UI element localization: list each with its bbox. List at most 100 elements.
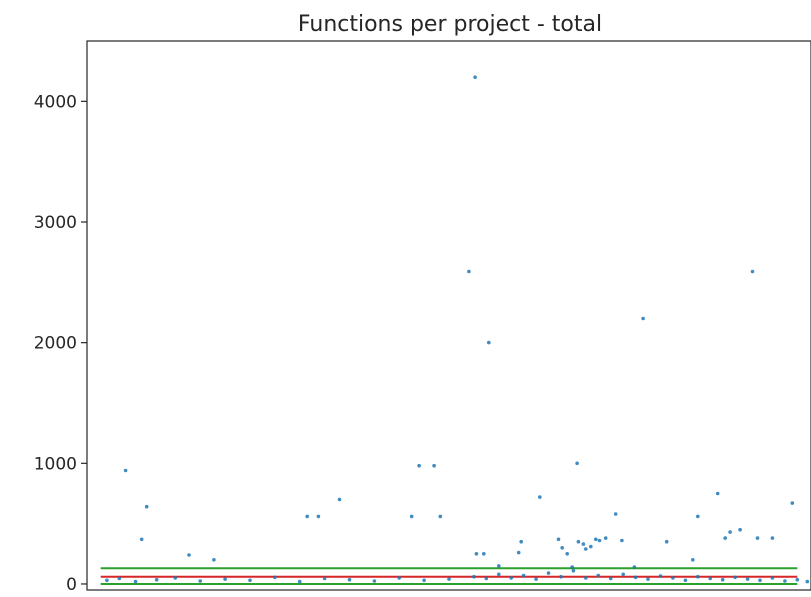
y-tick-label: 0 (66, 575, 77, 595)
data-point (795, 577, 800, 582)
data-point (546, 571, 551, 575)
data-point (646, 577, 650, 581)
data-point (594, 537, 598, 542)
data-point (139, 537, 144, 542)
data-point (745, 577, 750, 581)
data-point (473, 75, 477, 79)
data-point (633, 575, 638, 580)
data-point (750, 269, 755, 274)
data-point (316, 514, 321, 519)
data-point (758, 578, 762, 583)
data-point (755, 536, 760, 540)
data-point (608, 576, 613, 581)
data-point (632, 565, 637, 569)
data-point (691, 558, 695, 562)
y-axis: 0 1000 2000 3000 4000 (34, 92, 87, 595)
data-point (322, 576, 327, 581)
data-point (723, 536, 727, 540)
data-point (715, 491, 720, 496)
data-point (621, 572, 625, 577)
data-point (696, 574, 700, 579)
data-point (613, 512, 618, 516)
data-point (105, 578, 109, 583)
data-point (397, 576, 402, 580)
data-point (432, 463, 436, 468)
data-point (641, 316, 645, 321)
chart-title: Functions per project - total (298, 12, 602, 37)
data-point (487, 340, 491, 345)
data-point (337, 497, 342, 502)
data-point (664, 539, 669, 544)
data-point (738, 527, 742, 532)
data-points (105, 75, 810, 584)
data-point (696, 514, 700, 519)
data-point (417, 463, 421, 468)
data-point (589, 544, 593, 549)
y-tick-label: 2000 (34, 334, 77, 354)
data-point (144, 504, 149, 509)
data-point (409, 514, 414, 519)
data-point (223, 577, 227, 581)
data-point (422, 578, 426, 583)
data-point (571, 568, 576, 573)
data-point (620, 538, 624, 543)
data-point (509, 576, 513, 580)
data-point (556, 537, 561, 542)
data-point (597, 538, 602, 543)
data-point (658, 574, 663, 578)
data-point (212, 558, 216, 562)
data-point (467, 269, 471, 274)
data-point (497, 572, 501, 577)
data-point (154, 577, 159, 582)
data-point (683, 578, 688, 583)
data-point (347, 577, 352, 582)
data-point (584, 576, 588, 580)
data-point (133, 579, 138, 584)
data-point (474, 552, 479, 556)
data-point (560, 546, 564, 550)
data-point (671, 576, 675, 580)
data-point (559, 574, 563, 579)
data-point (123, 468, 128, 473)
data-point (248, 578, 252, 583)
data-point (728, 530, 732, 534)
data-point (603, 536, 608, 540)
data-point (565, 552, 569, 556)
data-point (790, 501, 795, 505)
data-point (805, 579, 810, 584)
data-point (472, 574, 476, 579)
data-point (447, 577, 451, 581)
data-point (372, 579, 377, 583)
y-tick-label: 3000 (34, 213, 77, 233)
data-point (173, 576, 178, 580)
data-point (117, 576, 122, 581)
data-point (570, 565, 574, 569)
data-point (708, 576, 712, 581)
data-point (770, 536, 775, 540)
data-point (519, 539, 523, 544)
data-point (534, 577, 538, 581)
data-point (576, 539, 581, 544)
data-point (521, 573, 526, 578)
data-point (584, 547, 588, 551)
data-point (305, 514, 310, 519)
data-point (581, 542, 586, 546)
data-point (596, 573, 601, 578)
data-point (575, 461, 579, 466)
data-point (198, 579, 202, 583)
data-point (516, 550, 521, 555)
data-point (438, 514, 443, 519)
data-point (733, 575, 737, 580)
data-point (484, 576, 489, 581)
data-point (273, 575, 277, 580)
data-point (770, 576, 775, 580)
data-point (783, 579, 787, 583)
data-point (538, 495, 542, 499)
data-point (187, 553, 191, 557)
y-tick-label: 4000 (34, 92, 77, 112)
data-point (297, 579, 302, 584)
data-point (497, 564, 501, 568)
y-tick-label: 1000 (34, 454, 77, 474)
plot-frame (86, 40, 811, 591)
